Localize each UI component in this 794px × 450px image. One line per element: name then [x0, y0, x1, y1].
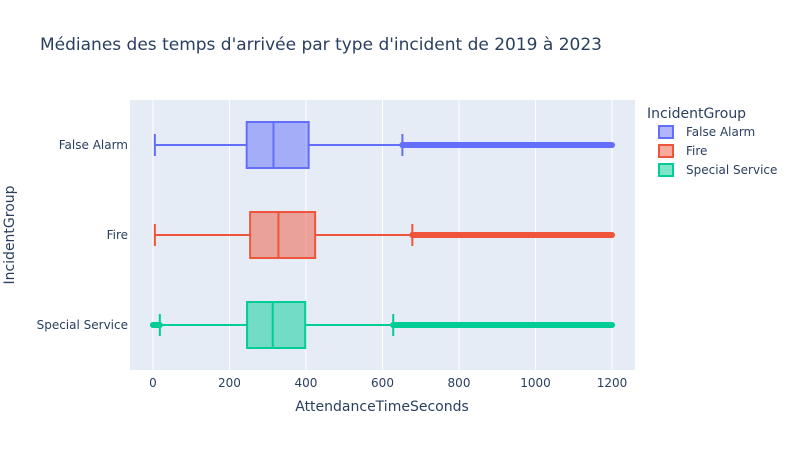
x-tick-1000: 1000 — [520, 376, 551, 390]
box-false-alarm — [153, 121, 616, 169]
outlier-start-special-service — [390, 322, 397, 328]
chart-title: Médianes des temps d'arrivée par type d'… — [40, 35, 602, 55]
legend-item-fire: Fire — [658, 144, 707, 158]
legend-label-false-alarm: False Alarm — [686, 125, 755, 139]
legend-item-special-service: Special Service — [658, 163, 777, 177]
legend-swatch-special-service — [658, 163, 674, 177]
y-axis-title: IncidentGroup — [2, 185, 18, 284]
box-iqr-fire — [249, 211, 317, 259]
y-category-special-service: Special Service — [37, 318, 128, 332]
outlier-start-false-alarm — [399, 142, 406, 148]
legend-swatch-fire — [658, 144, 674, 158]
legend-swatch-false-alarm — [658, 125, 674, 139]
box-iqr-special-service — [246, 301, 307, 349]
x-tick-0: 0 — [149, 376, 157, 390]
legend-title: IncidentGroup — [647, 106, 746, 122]
y-category-labels: False Alarm Fire Special Service — [37, 138, 128, 332]
legend-label-fire: Fire — [686, 144, 707, 158]
outlier-start-fire — [409, 232, 416, 238]
x-tick-800: 800 — [448, 376, 471, 390]
x-tick-labels: 0 200 400 600 800 1000 1200 — [149, 376, 627, 390]
x-tick-600: 600 — [371, 376, 394, 390]
box-special-service — [149, 301, 616, 349]
x-tick-400: 400 — [295, 376, 318, 390]
box-fire — [153, 211, 616, 259]
y-category-fire: Fire — [107, 228, 128, 242]
legend-label-special-service: Special Service — [686, 163, 777, 177]
box-iqr-false-alarm — [245, 121, 310, 169]
x-tick-1200: 1200 — [597, 376, 628, 390]
box-plots — [149, 121, 616, 349]
x-axis-title: AttendanceTimeSeconds — [295, 399, 469, 415]
legend-item-false-alarm: False Alarm — [658, 125, 755, 139]
legend: IncidentGroup False Alarm Fire Special Ser… — [647, 106, 777, 177]
legend-items: False Alarm Fire Special Service — [658, 125, 777, 177]
y-category-false-alarm: False Alarm — [59, 138, 128, 152]
x-tick-200: 200 — [218, 376, 241, 390]
